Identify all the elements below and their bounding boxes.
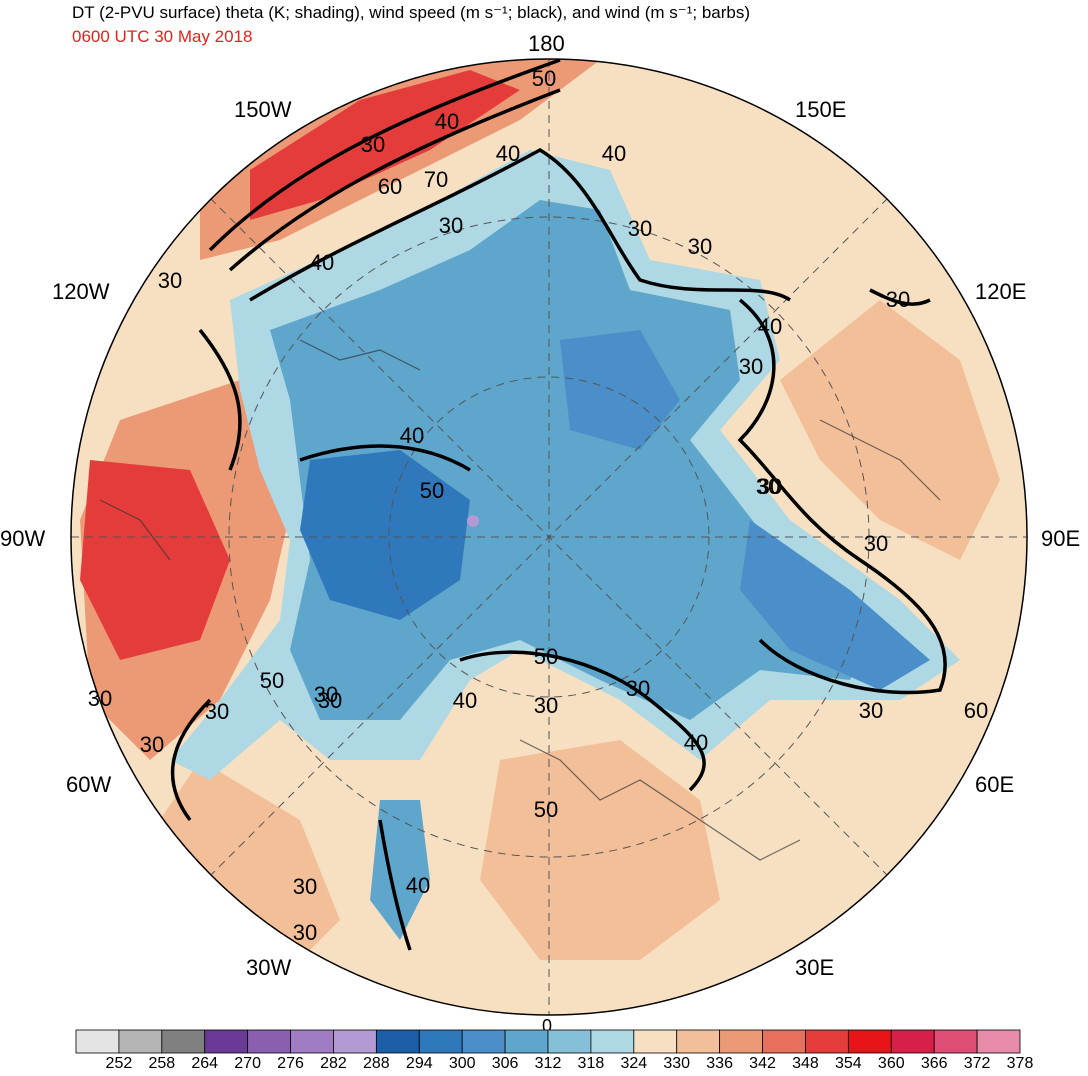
contour-label: 30 xyxy=(534,693,558,718)
contour-label: 50 xyxy=(534,644,558,669)
colorbar-tick-label: 342 xyxy=(749,1055,776,1072)
contour-label: 50 xyxy=(532,66,556,91)
lon-label-120e: 120E xyxy=(975,279,1027,304)
lon-label-90w: 90W xyxy=(0,526,46,551)
contour-label: 30 xyxy=(758,474,782,499)
contour-label: 30 xyxy=(886,287,910,312)
contour-label: 60 xyxy=(964,698,988,723)
colorbar-tick-label: 270 xyxy=(234,1055,261,1072)
theta-shading xyxy=(71,59,1027,1015)
colorbar-tick-label: 330 xyxy=(663,1055,691,1072)
contour-label: 30 xyxy=(314,682,338,707)
contour-label: 30 xyxy=(293,920,317,945)
contour-label: 50 xyxy=(260,668,284,693)
valid-time: 0600 UTC 30 May 2018 xyxy=(72,27,253,46)
colorbar-tick-label: 306 xyxy=(491,1055,519,1072)
contour-label: 40 xyxy=(435,109,459,134)
contour-label: 30 xyxy=(140,732,164,757)
lon-label-60w: 60W xyxy=(66,772,112,797)
contour-label: 30 xyxy=(318,688,342,713)
lon-label-60e: 60E xyxy=(975,772,1015,797)
colorbar-tick-label: 294 xyxy=(405,1055,433,1072)
contour-label: 40 xyxy=(602,141,626,166)
colorbar-tick-label: 360 xyxy=(877,1055,905,1072)
contour-label: 40 xyxy=(684,730,708,755)
colorbar-tick-label: 282 xyxy=(320,1055,347,1072)
lon-label-150e: 150E xyxy=(795,97,847,122)
contour-label: 40 xyxy=(496,141,520,166)
lon-label-150w: 150W xyxy=(234,97,292,122)
contour-label: 30 xyxy=(88,686,112,711)
contour-label: 50 xyxy=(534,797,558,822)
colorbar-tick-label: 288 xyxy=(363,1055,390,1072)
colorbar-tick-label: 336 xyxy=(706,1055,733,1072)
contour-label: 30 xyxy=(688,234,712,259)
lon-label-30e: 30E xyxy=(795,955,835,980)
contour-label: 30 xyxy=(739,354,763,379)
contour-label: 40 xyxy=(406,873,430,898)
contour-label: 30 xyxy=(293,874,317,899)
contour-label: 50 xyxy=(420,478,444,503)
colorbar-tick-label: 300 xyxy=(448,1055,476,1072)
contour-label: 30 xyxy=(626,676,650,701)
colorbar-tick-label: 276 xyxy=(277,1055,304,1072)
contour-label: 30 xyxy=(628,216,652,241)
lon-label-90e: 90E xyxy=(1041,526,1081,551)
contour-label: 30 xyxy=(158,268,182,293)
colorbar-tick-label: 312 xyxy=(534,1055,562,1072)
colorbar-tick-label: 318 xyxy=(577,1055,605,1072)
lon-label-180: 180 xyxy=(528,31,565,56)
contour-label: 40 xyxy=(453,688,477,713)
lon-label-30w: 30W xyxy=(246,955,292,980)
lon-label-0: 0 xyxy=(542,1016,553,1036)
colorbar-tick-label: 258 xyxy=(148,1055,176,1072)
colorbar-tick-label: 378 xyxy=(1006,1055,1034,1072)
contour-label: 30 xyxy=(439,213,463,238)
lon-label-120w: 120W xyxy=(52,279,110,304)
colorbar-tick-label: 372 xyxy=(963,1055,991,1072)
contour-label: 70 xyxy=(424,167,448,192)
contour-label: 30 xyxy=(756,474,780,499)
contour-label: 30 xyxy=(205,699,229,724)
contour-label: 30 xyxy=(864,531,888,556)
contour-label: 30 xyxy=(361,132,385,157)
colorbar-tick-label: 366 xyxy=(920,1055,948,1072)
contour-label: 40 xyxy=(758,314,782,339)
contour-label: 40 xyxy=(310,250,334,275)
colorbar-tick-label: 264 xyxy=(191,1055,219,1072)
figure-title: DT (2-PVU surface) theta (K; shading), w… xyxy=(72,3,751,22)
colorbar-tick-label: 348 xyxy=(792,1055,819,1072)
colorbar-tick-label: 324 xyxy=(620,1055,648,1072)
colorbar-tick-label: 252 xyxy=(105,1055,133,1072)
contour-label: 60 xyxy=(378,174,402,199)
colorbar-tick-label: 354 xyxy=(835,1055,862,1072)
contour-label: 40 xyxy=(400,423,424,448)
contour-label: 30 xyxy=(859,698,883,723)
